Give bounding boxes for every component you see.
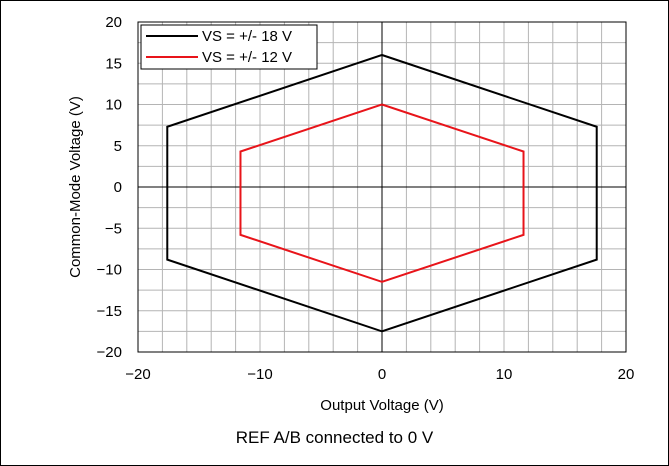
x-tick-label: 10: [496, 366, 513, 383]
x-tick-label: −10: [247, 366, 272, 383]
y-axis-title: Common-Mode Voltage (V): [67, 96, 84, 278]
y-tick-label: 0: [114, 179, 122, 196]
x-tick-label: −20: [125, 366, 150, 383]
zero-axes: [138, 22, 626, 352]
y-tick-label: 10: [105, 97, 122, 114]
legend-label-vs-12: VS = +/- 12 V: [202, 49, 292, 66]
tick-labels: −20 −10 0 10 20 −20 −15 −10 −5 0 5 10 15 20: [97, 14, 635, 383]
plot-border: [137, 21, 627, 353]
legend-box: [140, 24, 318, 70]
y-tick-label: 20: [105, 14, 122, 31]
x-tick-label: 20: [618, 366, 635, 383]
legend-label-vs-18: VS = +/- 18 V: [202, 28, 292, 45]
y-tick-label: 5: [114, 138, 122, 155]
figure-caption: REF A/B connected to 0 V: [235, 428, 434, 447]
x-tick-label: 0: [378, 366, 386, 383]
y-tick-label: −5: [105, 220, 122, 237]
y-tick-label: −10: [97, 262, 122, 279]
series-line-vs-12: [239, 103, 525, 283]
y-tick-label: 15: [105, 55, 122, 72]
series-line-vs-18: [166, 54, 598, 333]
series-layer: [166, 54, 598, 333]
legend: VS = +/- 18 V VS = +/- 12 V: [140, 24, 318, 70]
y-tick-label: −20: [97, 344, 122, 361]
y-tick-label: −15: [97, 303, 122, 320]
x-axis-title: Output Voltage (V): [320, 397, 443, 414]
